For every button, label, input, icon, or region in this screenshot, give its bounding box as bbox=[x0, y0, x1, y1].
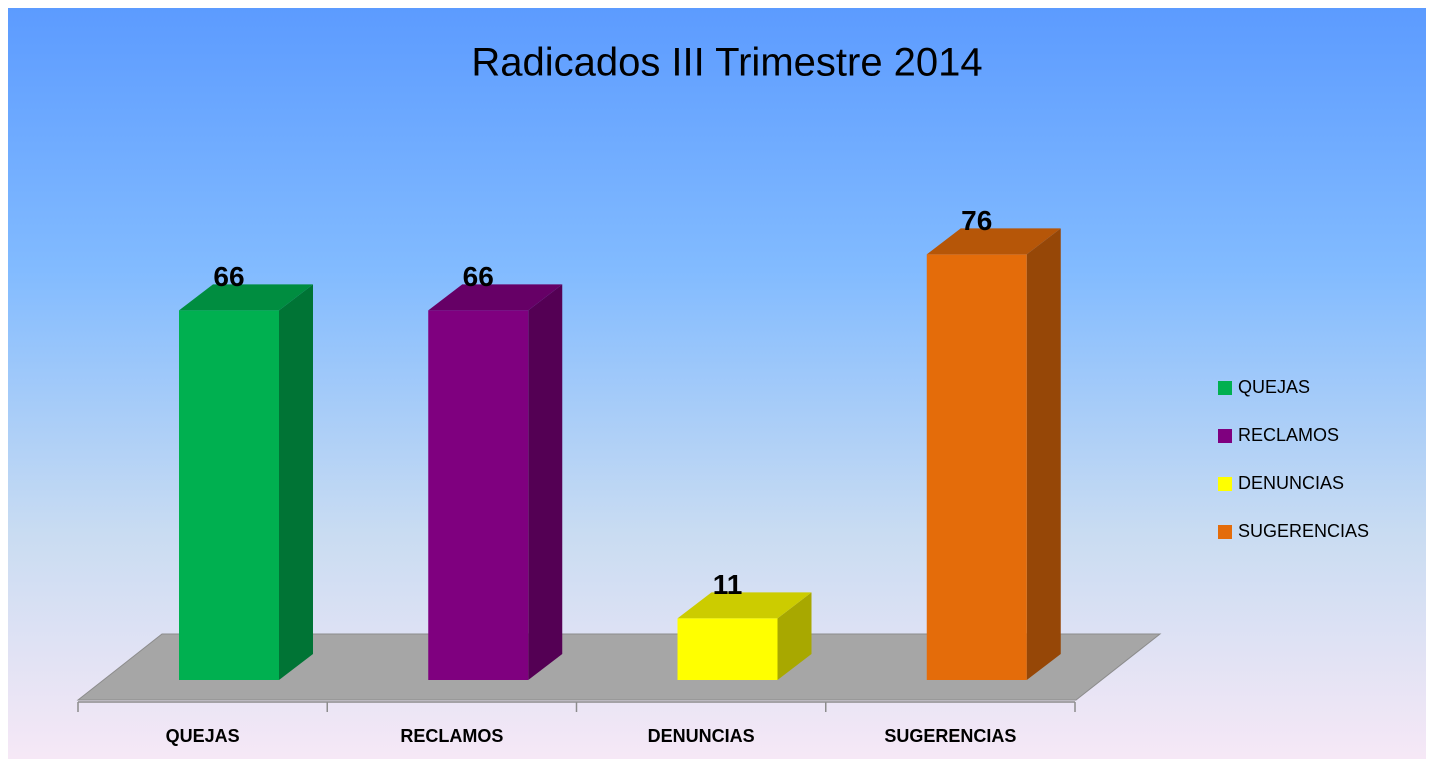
legend-swatch bbox=[1218, 381, 1232, 395]
bar-top bbox=[926, 228, 1061, 255]
legend-label: QUEJAS bbox=[1238, 377, 1310, 397]
x-tick-label: SUGERENCIAS bbox=[884, 726, 1016, 746]
legend-label: SUGERENCIAS bbox=[1238, 521, 1369, 541]
bar-side bbox=[777, 592, 812, 680]
chart-title: Radicados III Trimestre 2014 bbox=[471, 41, 982, 85]
bar-side bbox=[528, 284, 563, 680]
legend-swatch bbox=[1218, 429, 1232, 443]
bar-top bbox=[179, 284, 313, 311]
bar-side bbox=[279, 284, 313, 680]
bar bbox=[179, 310, 279, 680]
x-tick-label: RECLAMOS bbox=[400, 726, 503, 746]
bar bbox=[926, 254, 1027, 680]
bar bbox=[677, 618, 778, 680]
data-label: 66 bbox=[463, 261, 494, 292]
data-label: 66 bbox=[213, 261, 244, 292]
x-tick-label: DENUNCIAS bbox=[648, 726, 755, 746]
legend-swatch bbox=[1218, 477, 1232, 491]
bar-top bbox=[428, 284, 563, 311]
legend-label: DENUNCIAS bbox=[1238, 473, 1344, 493]
legend-label: RECLAMOS bbox=[1238, 425, 1339, 445]
floor bbox=[76, 633, 1162, 701]
bar bbox=[428, 310, 529, 680]
data-label: 76 bbox=[961, 205, 992, 236]
bar-side bbox=[1026, 228, 1061, 680]
data-label: 11 bbox=[713, 569, 743, 600]
legend-swatch bbox=[1218, 525, 1232, 539]
bar-top bbox=[677, 592, 812, 619]
x-tick-label: QUEJAS bbox=[166, 726, 240, 746]
